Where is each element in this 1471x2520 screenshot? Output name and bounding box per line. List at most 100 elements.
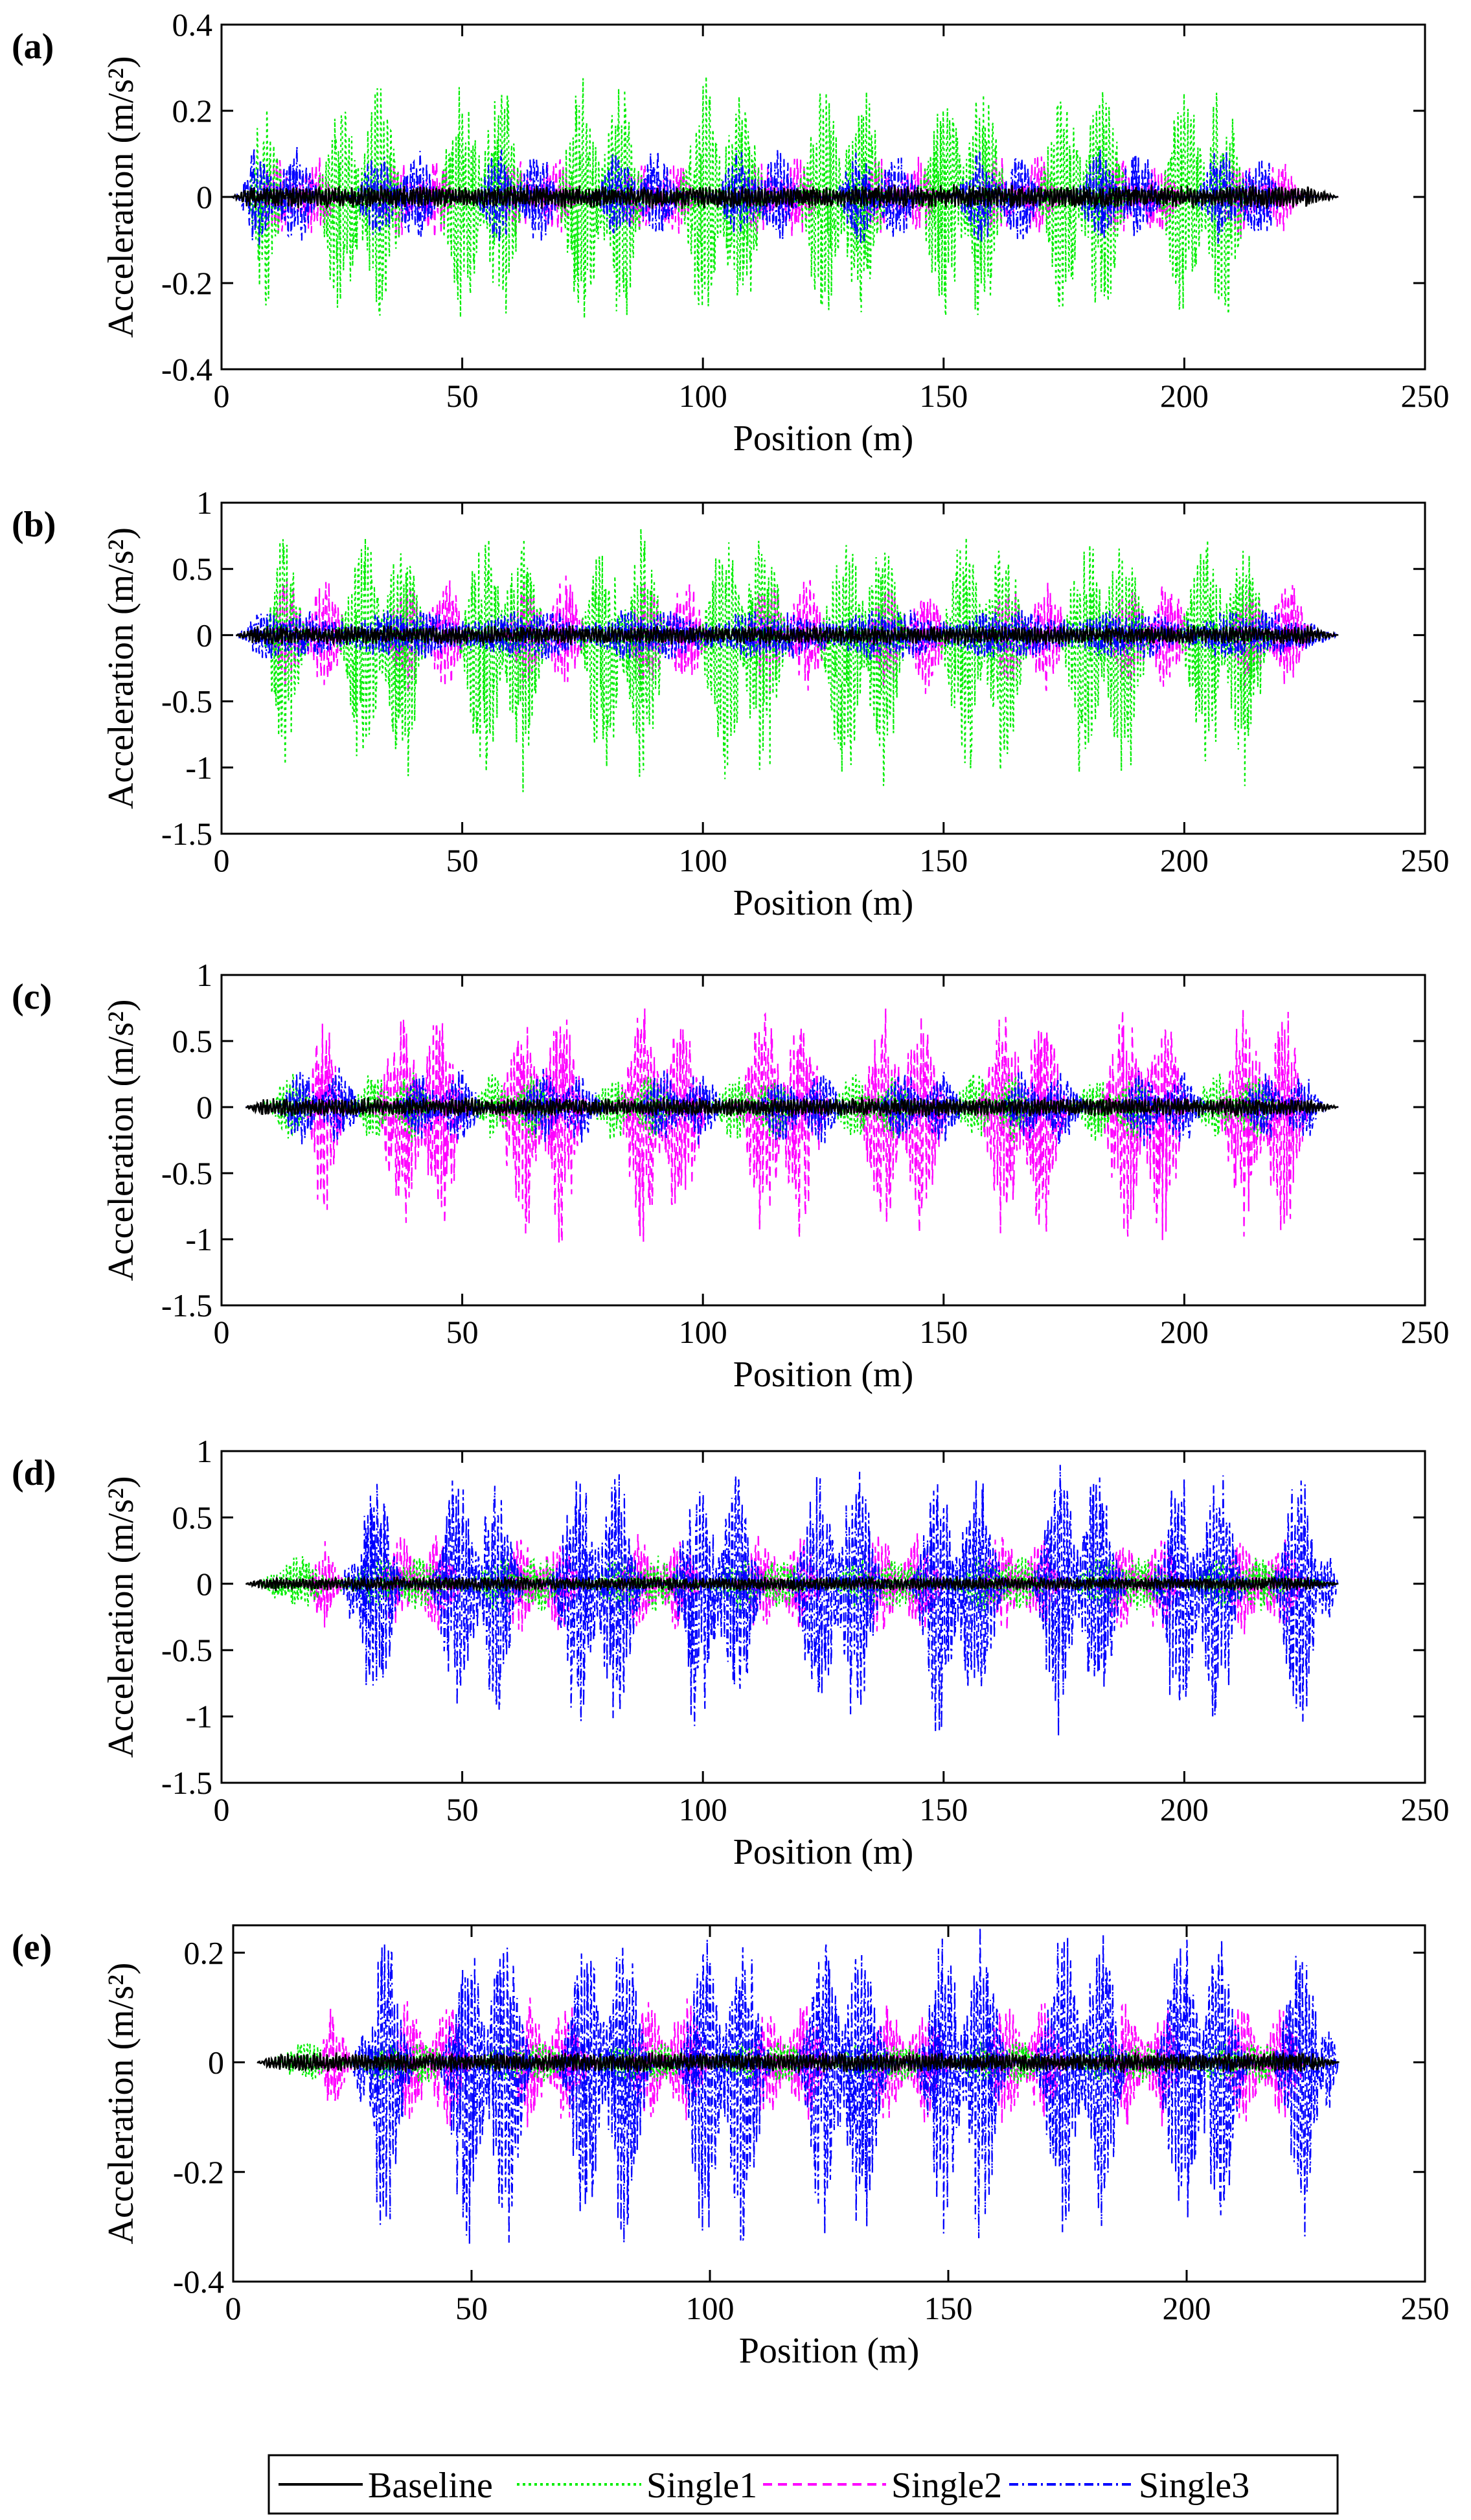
panel-label: (e) [12,1927,52,1967]
legend-frame [268,2454,1339,2515]
x-tick-label: 100 [679,378,727,414]
y-tick-label: 0 [208,2045,224,2081]
y-tick-label: 0.5 [172,1023,213,1059]
panel-e: 0 50 100 150 200 250 -0.4 -0.2 0 0.2 Position (m) A… [12,1924,1450,2371]
y-tick-label: 1 [196,1433,212,1469]
y-tick-label: -0.5 [161,683,212,720]
y-tick-label: -0.2 [173,2154,224,2190]
x-tick-label: 50 [446,378,479,414]
legend-label-single3: Single3 [1139,2466,1249,2506]
series-group [245,1465,1339,1736]
panel-label: (d) [12,1453,56,1493]
y-tick-label: 0.4 [172,6,213,43]
y-tick-label: -1.5 [161,1765,212,1801]
x-axis-label: Position (m) [739,2331,919,2371]
x-tick-label: 200 [1160,1791,1209,1827]
x-tick-label: 50 [446,842,479,878]
y-tick-label: -0.5 [161,1632,212,1668]
panel-label: (b) [12,505,56,545]
plot-area [222,503,1425,834]
y-axis-label: Acceleration (m/s²) [101,1962,141,2244]
panel-label: (a) [12,27,54,67]
y-tick-label: 1 [196,957,212,993]
x-tick-label: 150 [919,1791,968,1827]
y-tick-label: -0.4 [161,351,212,387]
series-line-single2 [245,155,1339,239]
x-tick-label: 100 [686,2290,735,2326]
series-group [245,1008,1339,1243]
y-tick-label: 0 [196,1566,212,1602]
series-line-baseline [231,183,1339,210]
series-line-baseline [257,2050,1340,2074]
x-axis-label: Position (m) [733,418,913,459]
y-axis-label: Acceleration (m/s²) [101,999,141,1281]
y-tick-label: -1.5 [161,816,212,852]
x-tick-label: 150 [919,378,968,414]
y-tick-label: -1 [185,750,212,786]
series-line-single3 [351,1927,1340,2245]
y-tick-label: -0.4 [173,2263,224,2300]
x-tick-label: 250 [1401,2290,1450,2326]
y-tick-label: 0.5 [172,1499,213,1535]
panel-a: 0 50 100 150 200 250 -0.4 -0.2 0 0.2 0.4 Position (… [12,6,1450,459]
x-tick-label: 0 [214,1314,230,1350]
axes-frame [220,974,1426,1307]
x-axis-label: Position (m) [733,1355,913,1395]
series-line-baseline [236,624,1339,647]
series-line-single3 [245,1067,1339,1147]
x-tick-label: 50 [446,1314,479,1350]
axes-frame [220,501,1426,835]
y-tick-label: 0.5 [172,551,213,587]
x-tick-label: 200 [1160,842,1209,878]
y-tick-label: 0 [196,617,212,653]
y-tick-label: 1 [196,485,212,521]
panel-b: 0 50 100 150 200 250 -1.5 -1 -0.5 0 0.5 1 Position (… [12,485,1450,923]
x-tick-label: 50 [446,1791,479,1827]
y-tick-label: 0.2 [184,1934,225,1971]
series-line-single3 [341,1465,1339,1736]
y-tick-label: 0.2 [172,93,213,129]
x-tick-label: 250 [1401,842,1450,878]
x-tick-label: 0 [225,2290,242,2326]
y-tick-label: -1 [185,1699,212,1735]
panel-d: 0 50 100 150 200 250 -1.5 -1 -0.5 0 0.5 1 Position (… [12,1433,1450,1872]
y-axis-label: Acceleration (m/s²) [101,56,141,338]
series-group [235,529,1339,792]
x-tick-label: 250 [1401,378,1450,414]
series-line-baseline [245,1095,1339,1118]
x-tick-label: 200 [1163,2290,1211,2326]
x-tick-label: 100 [679,842,727,878]
x-tick-label: 0 [214,842,230,878]
panel-c: 0 50 100 150 200 250 -1.5 -1 -0.5 0 0.5 1 Position (… [12,957,1450,1395]
y-tick-label: -0.2 [161,265,212,301]
plot-area [222,975,1425,1305]
x-tick-label: 50 [455,2290,488,2326]
series-group [231,76,1339,319]
x-axis-label: Position (m) [733,1832,913,1872]
y-axis-label: Acceleration (m/s²) [101,527,141,809]
x-tick-label: 0 [214,1791,230,1827]
legend: Baseline Single1 Single2 Single3 [268,2454,1339,2515]
x-tick-label: 150 [919,842,968,878]
series-line-single2 [260,575,1339,694]
y-tick-label: -0.5 [161,1155,212,1191]
x-tick-label: 250 [1401,1791,1450,1827]
x-tick-label: 200 [1160,378,1209,414]
y-tick-label: -1.5 [161,1287,212,1323]
x-tick-label: 150 [924,2290,973,2326]
legend-label-baseline: Baseline [368,2466,493,2506]
x-axis-label: Position (m) [733,883,913,923]
y-tick-label: 0 [196,1089,212,1125]
x-tick-label: 150 [919,1314,968,1350]
y-tick-label: 0 [196,179,212,215]
axes-frame [232,1924,1426,2283]
y-tick-label: -1 [185,1221,212,1257]
x-tick-label: 100 [679,1791,727,1827]
x-tick-label: 100 [679,1314,727,1350]
legend-label-single1: Single1 [646,2466,757,2506]
x-tick-label: 0 [214,378,230,414]
series-line-baseline [245,1575,1339,1593]
x-tick-label: 200 [1160,1314,1209,1350]
panel-label: (c) [12,977,52,1017]
